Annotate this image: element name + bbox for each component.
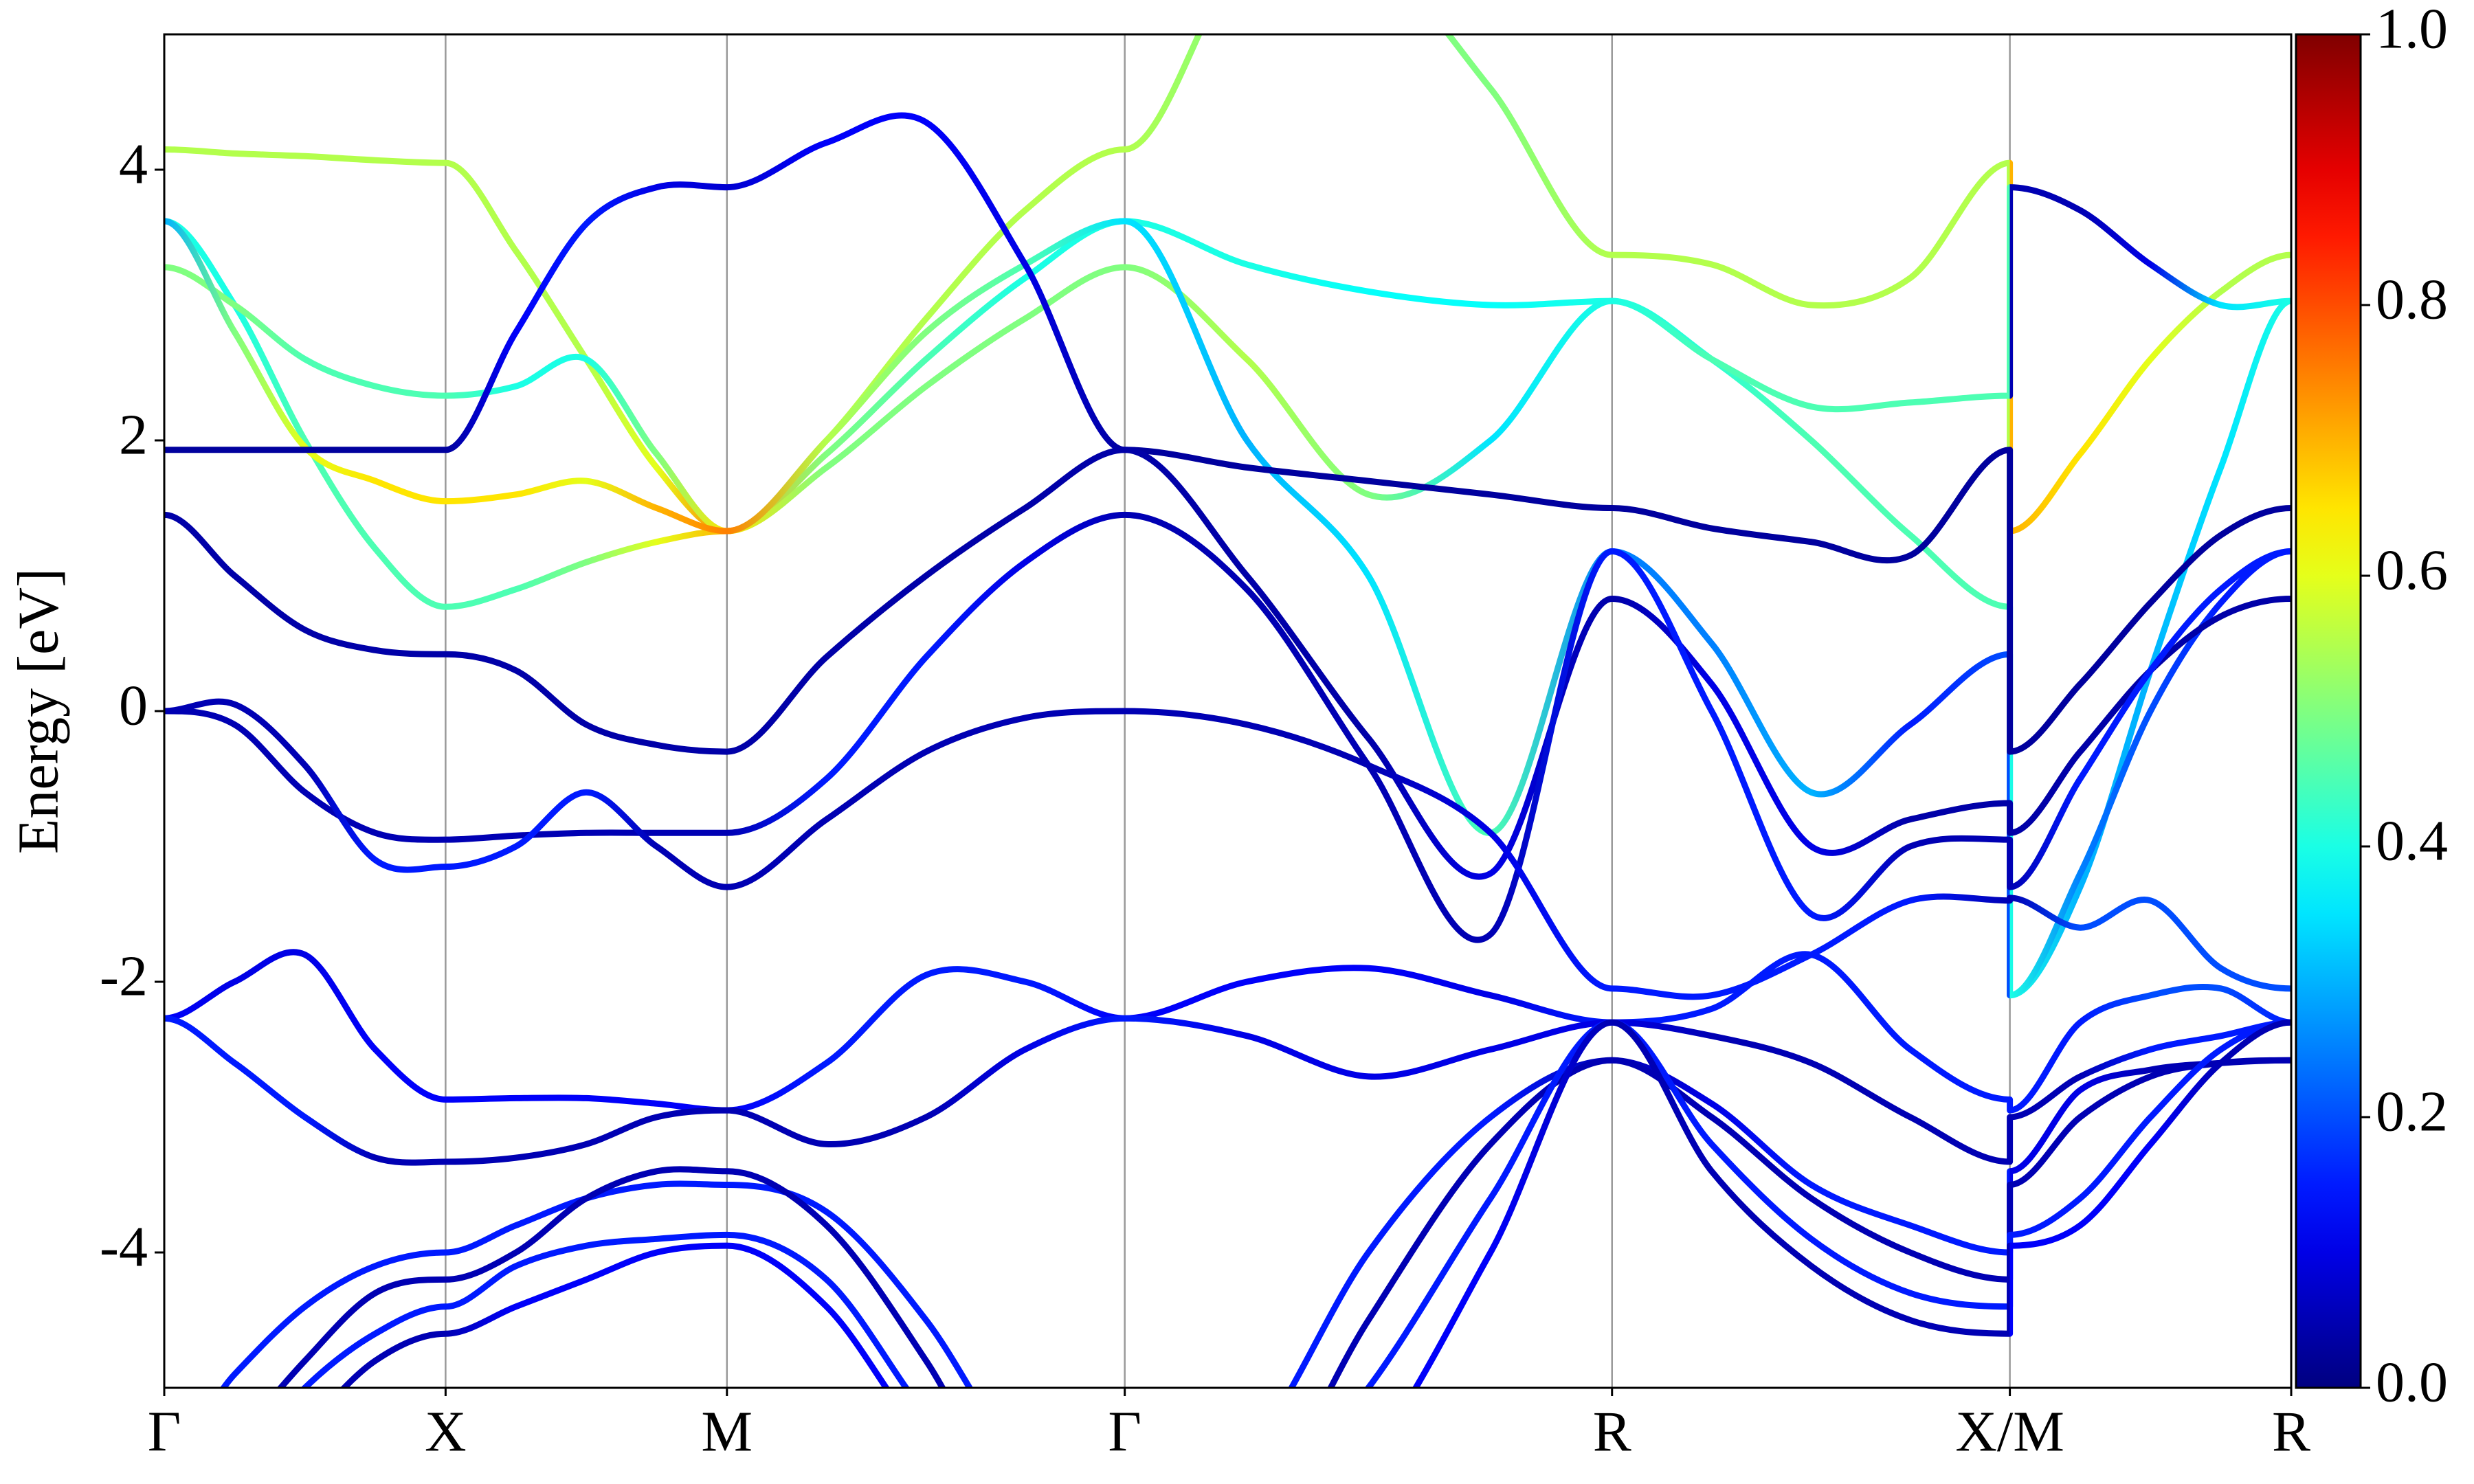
y-tick-label: -4	[100, 1215, 148, 1279]
y-tick-label: 2	[119, 403, 148, 466]
band	[164, 511, 2291, 943]
x-tick-label: X	[425, 1399, 467, 1463]
band	[164, 184, 2291, 535]
x-tick-label: M	[701, 1399, 753, 1463]
x-tick-label: Γ	[1108, 1399, 1141, 1463]
x-tick-label: R	[2272, 1399, 2310, 1463]
colorbar-tick-label: 0.4	[2376, 809, 2448, 873]
band	[219, 1057, 2291, 1388]
colorbar-tick-label: 0.0	[2376, 1350, 2448, 1414]
x-tick-label: X/M	[1955, 1399, 2064, 1463]
x-tick-label: Γ	[148, 1399, 181, 1463]
y-tick-label: -2	[100, 944, 148, 1008]
band	[164, 949, 2291, 1114]
colorbar-tick-label: 1.0	[2376, 0, 2448, 60]
band	[164, 34, 2291, 535]
bands	[164, 34, 2291, 1388]
plot-frame	[163, 33, 2293, 1389]
colorbar	[2295, 33, 2362, 1389]
colorbar-tick-label: 0.2	[2376, 1079, 2448, 1143]
band	[164, 447, 2291, 880]
x-tick-label: R	[1593, 1399, 1631, 1463]
colorbar-tick-label: 0.8	[2376, 267, 2448, 331]
band	[276, 1057, 2291, 1388]
colorbar-tick-label: 0.6	[2376, 538, 2448, 602]
band	[300, 1019, 2291, 1388]
y-tick-label: 0	[119, 673, 148, 737]
band	[164, 698, 2291, 1000]
y-axis-label: Energy [eV]	[6, 568, 70, 854]
band	[339, 1019, 2291, 1388]
band	[164, 1015, 2291, 1166]
y-tick-label: 4	[119, 132, 148, 196]
